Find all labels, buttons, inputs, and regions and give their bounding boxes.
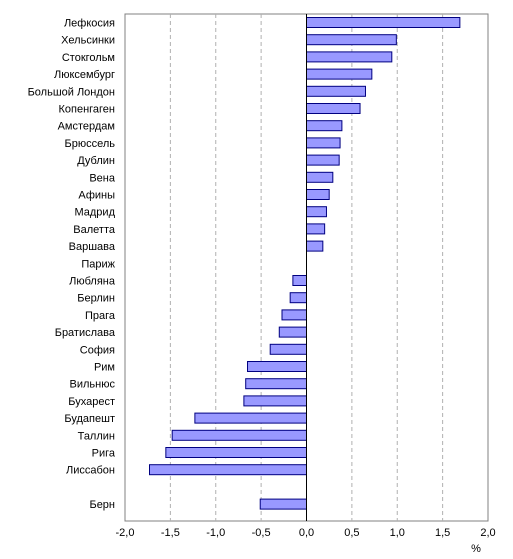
category-label: Будапешт — [64, 413, 115, 425]
bar — [281, 309, 307, 321]
category-label: Варшава — [69, 241, 116, 253]
bar — [306, 240, 324, 252]
category-label: Дублин — [77, 155, 115, 167]
bar — [306, 51, 393, 63]
bar — [306, 120, 343, 132]
category-label: Рига — [92, 448, 116, 460]
x-tick-label: 0,0 — [299, 527, 314, 539]
category-label: Братислава — [55, 327, 116, 339]
x-tick-label: -0,5 — [252, 527, 271, 539]
x-tick-label: -2,0 — [116, 527, 135, 539]
category-label: Амстердам — [58, 121, 115, 133]
category-labels: Лефкосия Хельсинки Стокгольм Люксембург Боль… — [28, 18, 116, 512]
category-label: Лефкосия — [64, 18, 115, 30]
bar — [306, 103, 361, 114]
bar — [259, 498, 307, 510]
category-label: Вильнюс — [70, 379, 116, 391]
category-label: Берлин — [77, 293, 115, 305]
x-tick-label: 1,5 — [435, 527, 450, 539]
x-tick-label: -1,0 — [206, 527, 225, 539]
bar — [149, 464, 307, 476]
bar — [306, 206, 327, 218]
bar — [306, 189, 330, 200]
category-label: Брюссель — [65, 138, 116, 150]
x-tick-label: 0,5 — [344, 527, 359, 539]
category-label: Прага — [85, 310, 116, 322]
category-label: Люксембург — [54, 69, 115, 81]
category-label: Стокгольм — [62, 52, 115, 64]
bar — [306, 154, 340, 166]
category-label: Хельсинки — [61, 35, 115, 47]
bar — [306, 223, 326, 235]
x-tick-labels: -2,0 -1,5 -1,0 -0,5 0,0 0,5 1,0 1,5 2,0 — [116, 527, 496, 539]
category-label: Бухарест — [68, 396, 115, 408]
x-tick-label: 1,0 — [390, 527, 405, 539]
bar — [306, 137, 341, 149]
category-label: Рим — [94, 362, 115, 374]
bar — [306, 85, 366, 97]
category-label: Париж — [81, 258, 115, 270]
category-label: Валетта — [73, 224, 116, 236]
x-unit-label: % — [471, 543, 481, 555]
category-label: Большой Лондон — [28, 86, 115, 98]
bar — [306, 34, 397, 46]
bar — [194, 412, 307, 424]
bar — [243, 395, 308, 407]
category-label: Афины — [78, 190, 115, 202]
bar — [306, 171, 334, 183]
category-label: София — [80, 344, 115, 356]
bar — [269, 343, 308, 355]
bar — [278, 326, 307, 338]
bar — [289, 292, 308, 304]
category-label: Таллин — [78, 430, 115, 442]
category-label: Копенгаген — [58, 104, 115, 116]
bar — [165, 447, 307, 458]
bar — [245, 378, 307, 390]
category-label: Берн — [89, 499, 115, 511]
x-tick-label: -1,5 — [161, 527, 180, 539]
category-label: Лиссабон — [66, 465, 115, 477]
bar — [292, 275, 308, 286]
x-tick-label: 2,0 — [480, 527, 495, 539]
bar — [306, 17, 461, 28]
category-label: Мадрид — [74, 207, 115, 219]
category-label: Вена — [89, 172, 116, 184]
bar — [306, 68, 373, 80]
bar — [171, 429, 307, 441]
bar — [247, 361, 307, 372]
category-label: Любляна — [69, 276, 116, 288]
